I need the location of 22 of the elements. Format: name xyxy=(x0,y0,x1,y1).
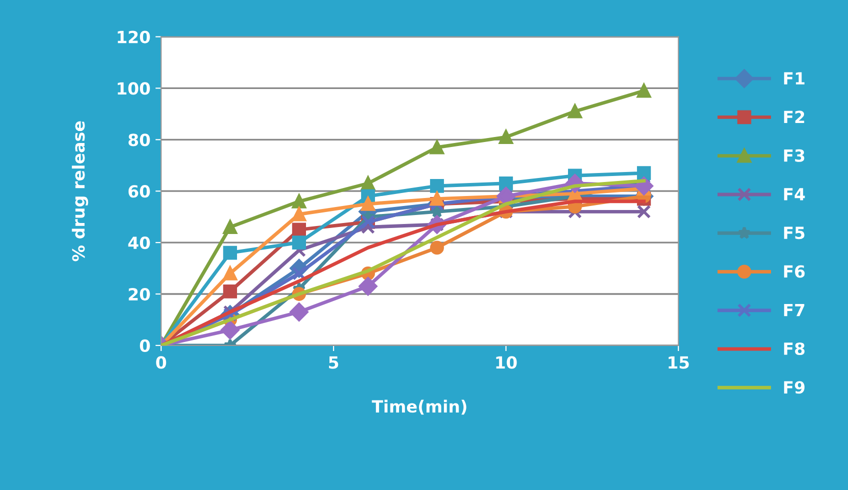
y-tick-label: 100 xyxy=(118,82,150,95)
y-tick-label: 80 xyxy=(128,134,150,146)
y-tick-label: 60 xyxy=(128,185,150,198)
legend-label: F9 xyxy=(784,381,805,394)
x-tick-label: 15 xyxy=(668,356,689,369)
y-tick-label: 20 xyxy=(128,288,150,301)
x-axis-title: Time(min) xyxy=(372,400,466,415)
legend-label: F7 xyxy=(784,304,804,316)
legend-label: F6 xyxy=(784,265,805,278)
legend-label: F1 xyxy=(784,72,804,84)
legend-label: F8 xyxy=(784,342,805,356)
x-tick-label: 5 xyxy=(329,356,338,369)
legend-label: F5 xyxy=(784,226,804,240)
y-tick-label: 40 xyxy=(128,236,150,250)
legend-label: F4 xyxy=(784,188,805,200)
x-tick-label: 10 xyxy=(496,356,517,369)
legend-label: F3 xyxy=(784,149,804,162)
y-axis-title: % drug release xyxy=(72,121,88,262)
y-tick-label: 120 xyxy=(118,30,150,44)
legend-label: F2 xyxy=(784,110,804,124)
y-tick-label: 0 xyxy=(140,339,150,352)
x-tick-label: 0 xyxy=(156,356,166,369)
